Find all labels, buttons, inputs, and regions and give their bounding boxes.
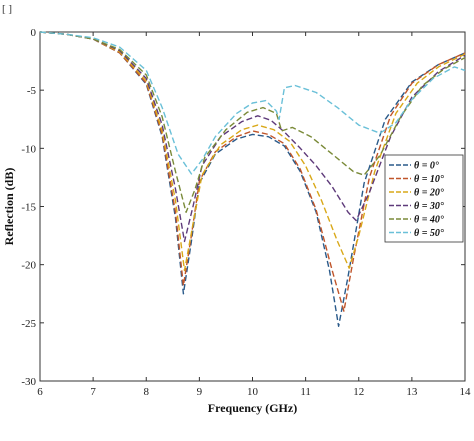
x-tick-label: 11 [300,386,311,398]
x-axis-title: Frequency (GHz) [208,401,297,415]
legend-label: θ = 10° [414,174,444,185]
x-tick-label: 9 [197,386,203,398]
y-tick-label: -25 [21,318,36,330]
corner-mark: [ ] [2,3,12,15]
y-tick-label: -15 [21,202,36,214]
x-tick-label: 14 [460,386,472,398]
x-tick-label: 10 [247,386,259,398]
legend: θ = 0° θ = 10° θ = 20° θ = 30° θ = 40° θ = 50… [384,154,464,243]
y-tick-label: -30 [21,376,36,388]
y-axis-title: Reflection (dB) [2,168,16,246]
x-tick-label: 7 [90,386,96,398]
x-tick-label: 13 [406,386,418,398]
legend-label: θ = 20° [414,188,444,199]
x-tick-label: 6 [37,386,43,398]
series-line-5 [39,31,466,175]
y-tick-label: 0 [31,27,37,39]
legend-label: θ = 0° [414,161,439,172]
series-line-4 [39,31,466,213]
series-line-0 [39,31,466,327]
legend-label: θ = 50° [414,228,444,239]
legend-label: θ = 40° [414,215,444,226]
x-axis-ticks: 6 7 8 9 10 11 12 13 14 [37,32,471,398]
x-tick-label: 12 [353,386,364,398]
series-line-3 [39,31,466,243]
legend-label: θ = 30° [414,201,444,212]
legend-box [384,154,464,243]
series-lines [39,31,466,327]
series-line-2 [39,31,466,272]
y-tick-label: -5 [27,85,37,97]
y-tick-label: -10 [21,143,36,155]
x-tick-label: 8 [144,386,150,398]
y-tick-label: -20 [21,260,36,272]
